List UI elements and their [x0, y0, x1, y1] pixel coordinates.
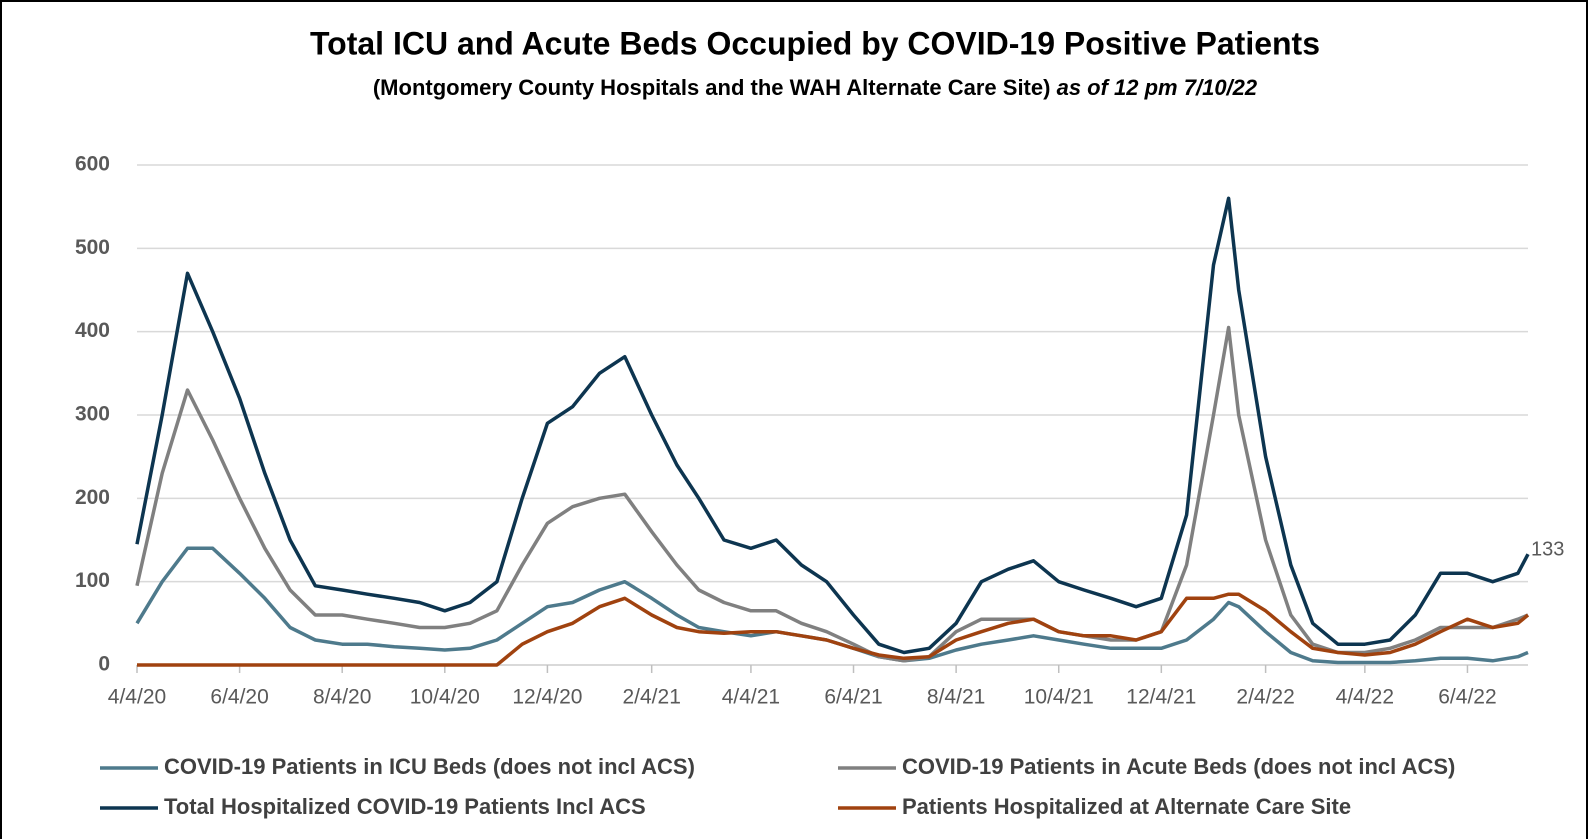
subtitle-italic: as of 12 pm 7/10/22	[1057, 75, 1258, 100]
y-tick-label: 200	[75, 486, 110, 509]
y-tick-label: 500	[75, 236, 110, 259]
series-line	[135, 196, 1530, 655]
y-tick-label: 0	[98, 653, 110, 676]
x-tick-label: 12/4/20	[512, 686, 582, 709]
x-tick-label: 4/4/21	[722, 686, 780, 709]
series-line	[135, 325, 1529, 663]
x-tick-label: 6/4/22	[1438, 686, 1496, 709]
legend-label: COVID-19 Patients in ICU Beds (does not …	[164, 754, 695, 779]
chart-title: Total ICU and Acute Beds Occupied by COV…	[310, 25, 1320, 61]
x-tick-label: 2/4/22	[1236, 686, 1294, 709]
subtitle: (Montgomery County Hospitals and the WAH…	[373, 75, 1051, 100]
x-tick-label: 8/4/21	[927, 686, 985, 709]
y-tick-label: 400	[75, 319, 110, 342]
x-tick-label: 6/4/20	[210, 686, 268, 709]
series-line	[137, 592, 1530, 667]
x-tick-label: 12/4/21	[1126, 686, 1196, 709]
x-tick-label: 10/4/21	[1024, 686, 1094, 709]
x-tick-label: 10/4/20	[410, 686, 480, 709]
y-tick-label: 100	[75, 569, 110, 592]
y-tick-label: 300	[75, 403, 110, 426]
x-tick-label: 8/4/20	[313, 686, 371, 709]
x-tick-label: 4/4/20	[108, 686, 166, 709]
y-tick-label: 600	[75, 153, 110, 176]
legend-label: Patients Hospitalized at Alternate Care …	[902, 794, 1351, 819]
chart-subtitle: (Montgomery County Hospitals and the WAH…	[373, 75, 1258, 100]
data-label: 133	[1531, 538, 1564, 560]
x-tick-label: 4/4/22	[1336, 686, 1394, 709]
legend-label: Total Hospitalized COVID-19 Patients Inc…	[164, 794, 646, 819]
legend-label: COVID-19 Patients in Acute Beds (does no…	[902, 754, 1455, 779]
x-tick-label: 6/4/21	[824, 686, 882, 709]
x-tick-label: 2/4/21	[622, 686, 680, 709]
